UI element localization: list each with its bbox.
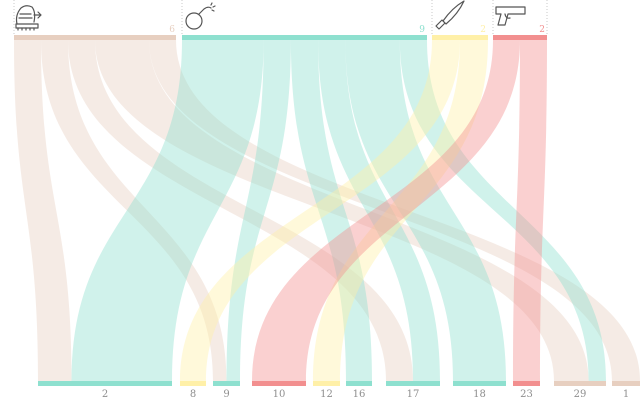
flow-ribbon-c1-to-29[interactable] [399, 40, 606, 381]
flow-ribbon-c1-to-17[interactable] [318, 40, 440, 381]
target-label: 9 [223, 389, 229, 400]
target-bar-12[interactable] [313, 381, 340, 386]
target-bar-8[interactable] [180, 381, 206, 386]
target-bar-9[interactable] [213, 381, 240, 386]
target-bar-16[interactable] [346, 381, 372, 386]
round-bomb-icon [185, 2, 216, 30]
target-bar-2[interactable] [38, 381, 172, 386]
target-bar-1[interactable] [612, 381, 640, 386]
flow-ribbon-c1-to-9[interactable] [226, 40, 291, 381]
target-label: 23 [520, 389, 533, 400]
target-label: 29 [574, 389, 587, 400]
flow-ribbon-c1-to-16[interactable] [290, 40, 372, 381]
target-label: 18 [473, 389, 486, 400]
target-label: 12 [320, 389, 333, 400]
category-count-knife: 2 [480, 25, 486, 35]
target-label: 10 [273, 389, 286, 400]
flow-ribbon-c0-to-1[interactable] [149, 40, 640, 381]
target-label: 2 [102, 389, 108, 400]
hand-grenade-bomb-icon [15, 5, 42, 31]
flow-ribbon-c3-to-10[interactable] [252, 40, 520, 381]
category-count-gun: 2 [539, 25, 545, 35]
target-label: 17 [407, 389, 420, 400]
target-bars: 2 8 9 10 12 16 17 18 23 29 1 [38, 381, 640, 400]
target-label: 8 [190, 389, 196, 400]
target-bar-10[interactable] [252, 381, 306, 386]
flow-ribbon-c1-to-18[interactable] [345, 40, 506, 381]
target-bar-17[interactable] [386, 381, 440, 386]
pistol-gun-icon [495, 6, 526, 26]
target-label: 16 [353, 389, 366, 400]
category-bar-bomb[interactable] [182, 35, 427, 40]
category-bar-grenade[interactable] [14, 35, 176, 40]
flow-ribbon-c0-to-17[interactable] [68, 40, 413, 381]
category-count-grenade: 6 [169, 25, 175, 35]
knife-icon [435, 0, 465, 30]
flow-ribbon-c2-to-8[interactable] [180, 40, 460, 381]
flow-ribbon-c0-to-9[interactable] [41, 40, 227, 381]
flow-ribbon-c3-to-23[interactable] [513, 40, 547, 381]
flow-ribbon-c0-to-2[interactable] [14, 40, 72, 381]
target-bar-23[interactable] [513, 381, 540, 386]
category-bar-gun[interactable] [493, 35, 547, 40]
flow-ribbon-c1-to-2[interactable] [71, 40, 264, 381]
target-bar-29[interactable] [554, 381, 606, 386]
target-bar-18[interactable] [453, 381, 506, 386]
category-bar-knife[interactable] [432, 35, 488, 40]
flow-ribbon-c2-to-12[interactable] [313, 40, 488, 381]
flow-ribbons [14, 40, 640, 381]
category-count-bomb: 9 [419, 25, 425, 35]
flow-ribbon-c0-to-29[interactable] [95, 40, 589, 381]
target-label: 1 [623, 389, 629, 400]
